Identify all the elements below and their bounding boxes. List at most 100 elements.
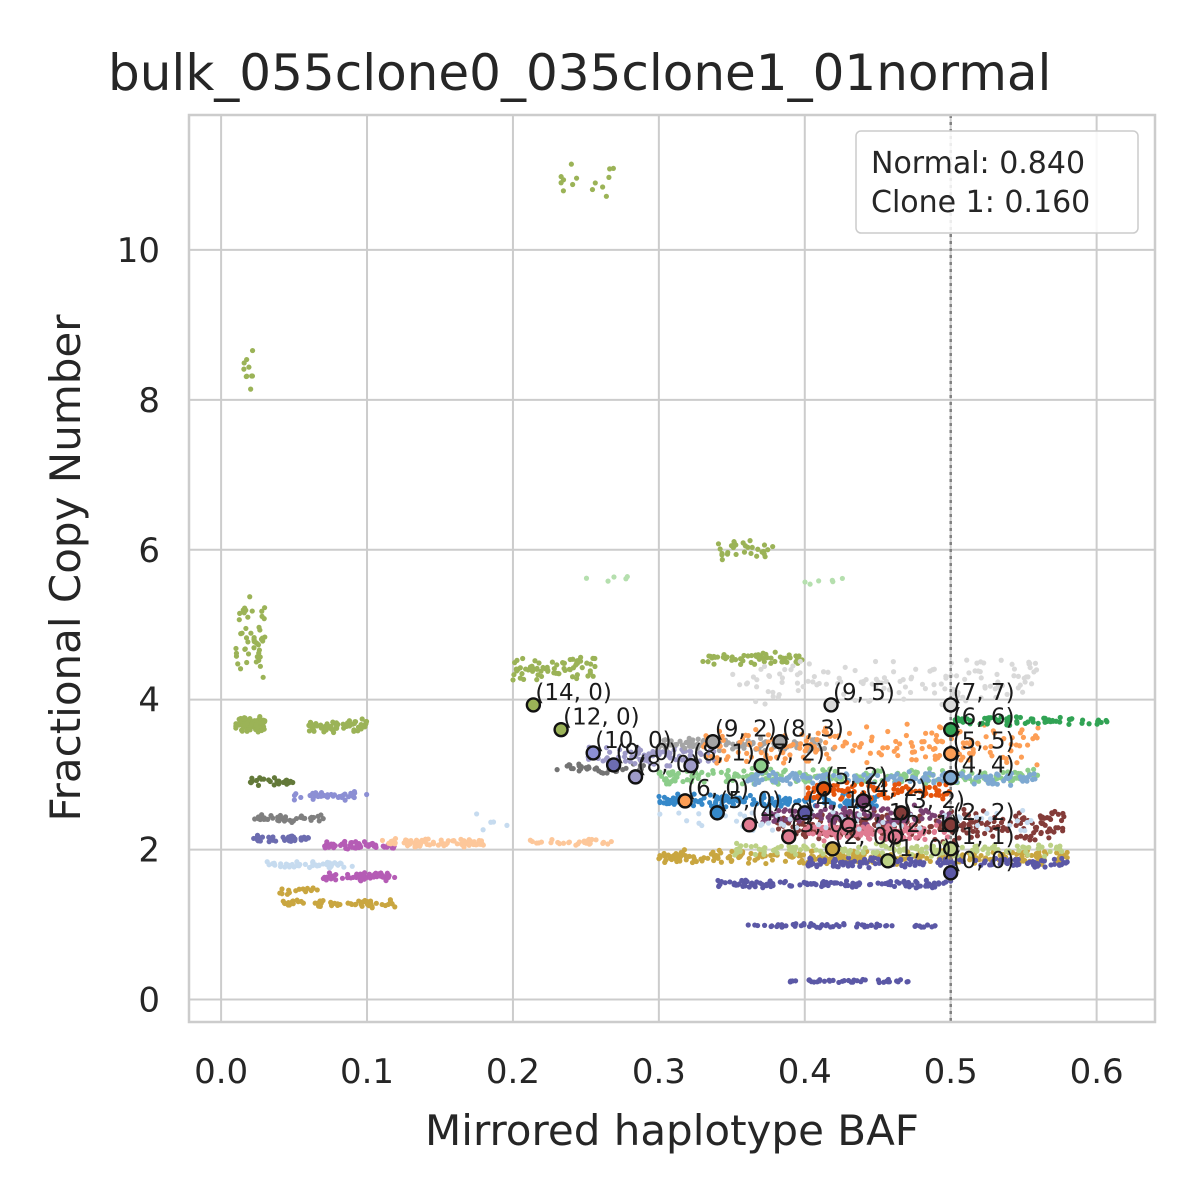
data-point <box>885 728 891 735</box>
data-point <box>821 978 828 984</box>
data-point <box>699 858 705 864</box>
data-point <box>781 797 787 803</box>
data-point <box>373 844 379 850</box>
data-point <box>705 758 711 764</box>
data-point <box>360 899 366 905</box>
data-point <box>758 666 764 672</box>
data-point <box>758 750 764 756</box>
data-point <box>782 878 788 885</box>
data-point <box>942 686 948 692</box>
data-point <box>370 873 376 880</box>
data-point <box>668 742 674 748</box>
data-point <box>466 837 472 843</box>
data-point <box>1035 720 1041 726</box>
data-point <box>1013 813 1019 819</box>
data-point <box>675 856 681 862</box>
data-point <box>844 779 850 786</box>
data-point <box>748 754 755 760</box>
data-point <box>690 803 697 809</box>
data-point <box>1068 716 1074 722</box>
data-point <box>974 833 981 839</box>
data-point <box>782 756 788 762</box>
data-point <box>656 793 662 800</box>
data-point <box>752 884 758 890</box>
data-point <box>673 741 680 748</box>
data-point <box>999 827 1005 834</box>
data-point <box>513 666 519 672</box>
data-point <box>723 797 729 803</box>
data-point <box>243 635 250 641</box>
data-point <box>961 811 968 817</box>
data-point <box>982 683 988 690</box>
data-point <box>722 880 728 886</box>
data-point <box>719 557 725 563</box>
data-point <box>776 692 782 698</box>
legend-line-clone1: Clone 1: 0.160 <box>871 185 1090 220</box>
data-point <box>811 794 817 801</box>
data-point <box>885 814 891 821</box>
data-point <box>555 839 561 846</box>
annotation-label: (6, 6) <box>953 705 1015 731</box>
data-point <box>283 817 289 823</box>
data-point <box>781 808 787 814</box>
data-point <box>769 923 775 929</box>
data-point <box>940 796 946 802</box>
data-point <box>806 862 812 868</box>
data-point <box>741 768 747 774</box>
data-point <box>769 827 776 833</box>
data-point <box>697 758 703 764</box>
data-point <box>719 552 725 558</box>
data-point <box>1032 660 1039 666</box>
data-point <box>579 665 585 671</box>
data-point <box>768 655 774 661</box>
data-point <box>859 922 865 928</box>
data-point <box>1015 673 1021 679</box>
data-point <box>754 745 760 752</box>
data-point <box>235 661 241 667</box>
data-point <box>1034 762 1040 768</box>
data-point <box>259 608 265 614</box>
data-point <box>739 736 746 742</box>
data-point <box>555 670 561 677</box>
data-point <box>755 546 761 552</box>
data-point <box>311 728 317 734</box>
data-point <box>814 803 820 809</box>
data-point <box>584 660 590 666</box>
data-point <box>390 838 396 844</box>
data-point <box>912 775 919 782</box>
data-point <box>351 728 357 734</box>
data-point <box>852 742 858 748</box>
data-point <box>703 754 709 760</box>
data-point <box>326 870 333 876</box>
data-point <box>331 792 338 798</box>
data-point <box>316 862 322 869</box>
data-point <box>825 882 831 889</box>
data-point <box>757 735 764 742</box>
data-point <box>334 902 341 908</box>
data-point <box>888 810 894 816</box>
data-point <box>245 614 251 620</box>
data-point <box>890 659 896 665</box>
data-point <box>592 655 598 662</box>
data-point <box>528 665 534 671</box>
data-point <box>560 840 567 846</box>
data-point <box>1042 864 1048 870</box>
data-point <box>1004 691 1010 697</box>
data-point <box>820 880 826 886</box>
data-point <box>937 724 943 730</box>
data-point <box>363 719 369 725</box>
data-point <box>622 750 628 756</box>
data-point <box>705 855 711 861</box>
data-point <box>929 730 935 736</box>
data-point <box>671 801 677 807</box>
data-point <box>810 880 816 887</box>
data-point <box>956 835 962 841</box>
data-point <box>254 837 261 843</box>
data-point <box>422 839 428 845</box>
data-point <box>776 807 782 814</box>
data-point <box>277 812 284 819</box>
data-point <box>718 769 724 775</box>
data-point <box>867 697 873 704</box>
data-point <box>730 671 736 677</box>
data-point <box>841 788 848 795</box>
